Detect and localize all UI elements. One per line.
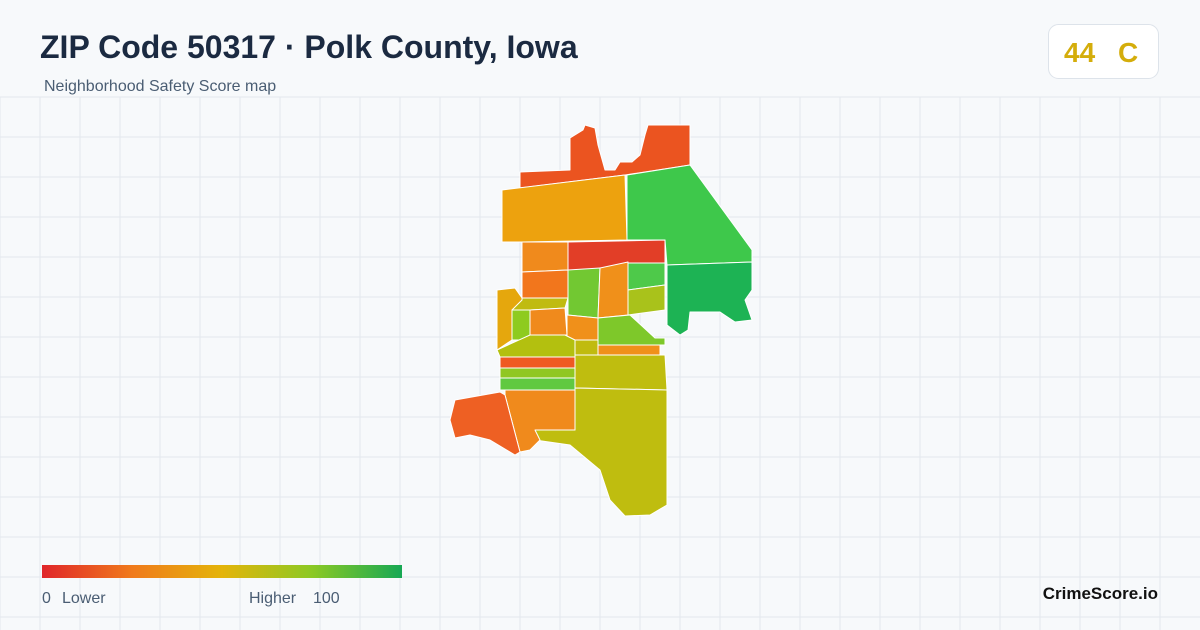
page-title: ZIP Code 50317 · Polk County, Iowa bbox=[40, 29, 578, 65]
zip-map bbox=[449, 124, 753, 517]
map-region bbox=[597, 344, 661, 356]
legend-min: 0 bbox=[42, 590, 51, 607]
map-region bbox=[666, 261, 753, 336]
legend-gradient bbox=[42, 565, 402, 578]
score-badge bbox=[1048, 24, 1159, 79]
score-value: 44 bbox=[1064, 37, 1096, 68]
map-region bbox=[597, 261, 629, 319]
map-region bbox=[499, 356, 576, 369]
legend-max: 100 bbox=[313, 590, 340, 607]
map-region bbox=[449, 391, 521, 456]
brand: CrimeScore.io bbox=[1043, 584, 1158, 603]
header-band bbox=[0, 0, 1200, 96]
map-region bbox=[499, 377, 576, 391]
map-region bbox=[529, 307, 568, 336]
map-region bbox=[627, 284, 666, 316]
map-region bbox=[567, 267, 601, 319]
map-region bbox=[566, 314, 599, 341]
map-region bbox=[574, 339, 599, 358]
map-region bbox=[511, 309, 531, 341]
map-region bbox=[501, 174, 628, 243]
map-region bbox=[521, 241, 569, 273]
map-region bbox=[521, 269, 569, 299]
score-grade: C bbox=[1118, 37, 1138, 68]
legend-max-label: Higher bbox=[249, 590, 297, 607]
map-region bbox=[499, 367, 576, 379]
map-region bbox=[574, 354, 668, 391]
page-subtitle: Neighborhood Safety Score map bbox=[44, 78, 276, 95]
legend-min-label: Lower bbox=[62, 590, 106, 607]
